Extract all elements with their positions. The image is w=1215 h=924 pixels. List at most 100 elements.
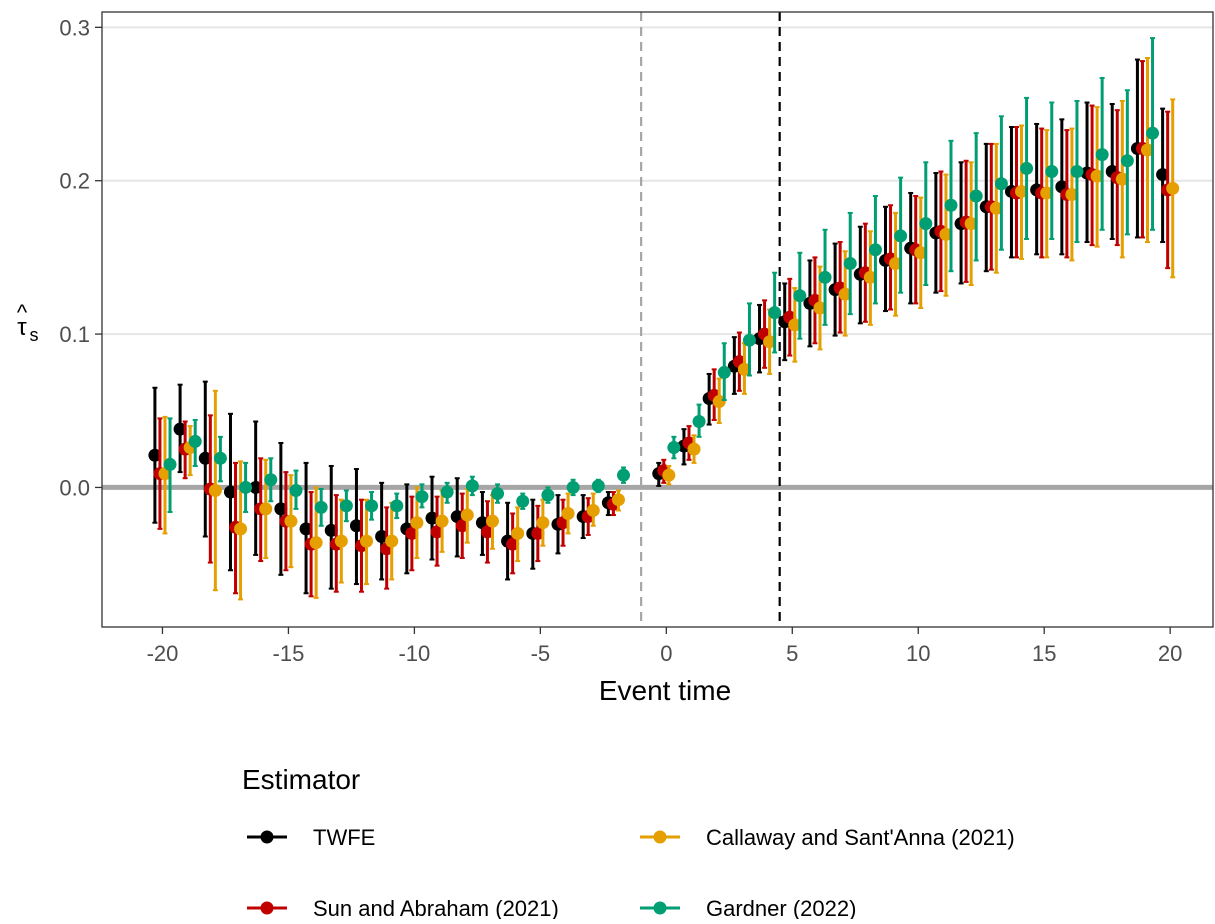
data-point [360, 534, 374, 548]
legend-key-point [260, 901, 274, 915]
legend-item: Callaway and Sant'Anna (2021) [640, 825, 1015, 850]
x-tick-label: -5 [531, 641, 551, 666]
data-point [662, 468, 676, 482]
data-point [1070, 165, 1084, 179]
legend-title: Estimator [242, 764, 360, 795]
data-point [994, 177, 1008, 191]
data-point [1020, 161, 1034, 175]
x-tick-label: -10 [398, 641, 430, 666]
data-point [223, 485, 237, 499]
legend-key-point [653, 901, 667, 915]
data-point [425, 511, 439, 525]
legend-label: Callaway and Sant'Anna (2021) [706, 825, 1015, 850]
data-point [914, 246, 928, 260]
data-point [299, 522, 313, 536]
y-axis-title-symbol: τ [17, 314, 27, 341]
y-axis-title-hat: ^ [17, 300, 28, 325]
series-2 [158, 57, 1180, 601]
data-point [1120, 154, 1134, 168]
data-point [334, 534, 348, 548]
data-point [349, 519, 363, 533]
legend-label: Gardner (2022) [706, 896, 856, 919]
y-axis-title: ^ τ s [17, 300, 39, 345]
data-point [969, 189, 983, 203]
data-point [1065, 188, 1079, 202]
legend-item: TWFE [247, 825, 375, 850]
data-point [188, 434, 202, 448]
data-point [863, 270, 877, 284]
data-point [1146, 126, 1160, 140]
data-point [536, 516, 550, 530]
data-point [455, 519, 469, 533]
data-point [712, 395, 726, 409]
legend-item: Sun and Abraham (2021) [247, 896, 559, 921]
legend-key-point [260, 830, 274, 844]
data-point [480, 525, 494, 539]
data-point [717, 365, 731, 379]
data-point [506, 537, 520, 551]
data-point [919, 217, 933, 231]
data-point [491, 487, 505, 501]
y-axis-title-subscript: s [30, 325, 39, 345]
data-point [611, 493, 625, 507]
data-point [894, 229, 908, 243]
data-point [148, 448, 162, 462]
legend-label: TWFE [313, 825, 375, 850]
data-point [989, 201, 1003, 215]
data-point [1140, 143, 1154, 157]
data-point [687, 442, 701, 456]
data-point [284, 514, 298, 528]
data-point [208, 484, 222, 498]
legend-label: Sun and Abraham (2021) [313, 896, 559, 919]
data-point [768, 306, 782, 320]
data-point [213, 451, 227, 465]
x-tick-label: -20 [147, 641, 179, 666]
legend-item: Gardner (2022) [640, 896, 856, 921]
panel-border [101, 11, 1214, 628]
x-tick-label: -15 [273, 641, 305, 666]
data-point [1166, 181, 1180, 195]
legend: Estimator TWFE Callaway and Sant'Anna (20… [242, 764, 1015, 921]
data-point [788, 318, 802, 332]
data-point [964, 217, 978, 231]
data-point [465, 479, 479, 493]
data-point [616, 468, 630, 482]
data-point [531, 526, 545, 540]
data-point [375, 530, 389, 544]
data-point [868, 243, 882, 257]
data-point [390, 499, 404, 513]
legend-items: TWFE Callaway and Sant'Anna (2021) Sun and… [247, 825, 1015, 921]
data-point [435, 514, 449, 528]
data-point [259, 502, 273, 516]
data-point [667, 441, 681, 455]
data-point [586, 503, 600, 517]
reference-lines [102, 12, 1213, 627]
data-point [692, 414, 706, 428]
data-point [511, 526, 525, 540]
data-point [1090, 169, 1104, 183]
data-point [289, 484, 303, 498]
y-tick-label: 0.0 [59, 475, 90, 500]
data-point [173, 422, 187, 436]
data-point [274, 502, 288, 516]
x-tick-label: 15 [1032, 641, 1056, 666]
data-point [365, 499, 379, 513]
data-point [415, 490, 429, 504]
data-point [813, 301, 827, 315]
series-3 [163, 37, 1160, 527]
data-point [944, 198, 958, 212]
data-point [1115, 172, 1129, 186]
data-point [410, 516, 424, 530]
data-point [314, 500, 328, 514]
data-point [430, 525, 444, 539]
data-point [591, 479, 605, 493]
data-point [405, 526, 419, 540]
x-tick-label: 5 [786, 641, 798, 666]
data-point [1040, 186, 1054, 200]
data-point [561, 507, 575, 521]
data-point [1045, 165, 1059, 179]
data-point [1156, 168, 1170, 182]
y-tick-label: 0.3 [59, 15, 90, 40]
x-tick-label: 20 [1158, 641, 1182, 666]
